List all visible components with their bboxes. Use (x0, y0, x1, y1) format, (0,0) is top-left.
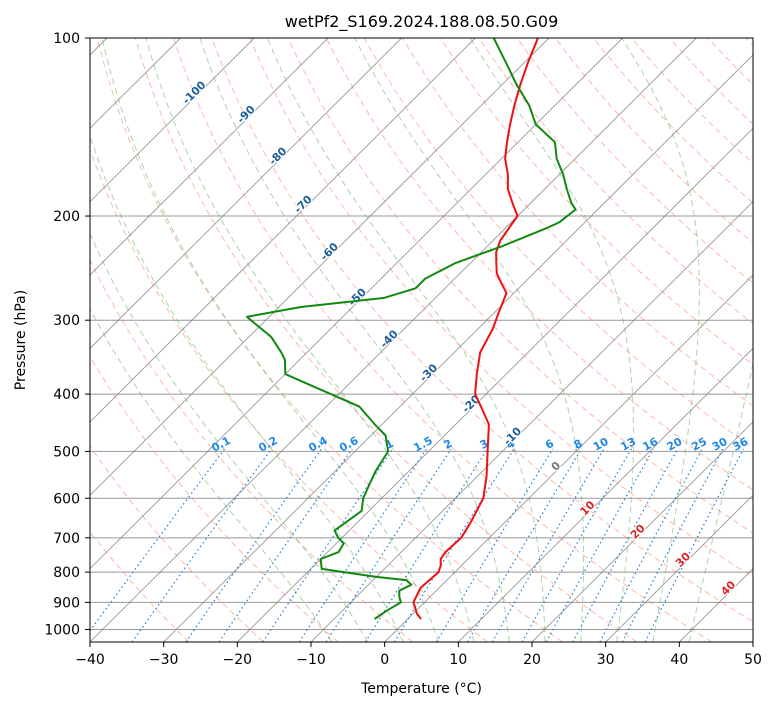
x-axis-title: Temperature (°C) (360, 681, 482, 697)
moist-adiabat-line (90, 307, 333, 642)
mixing-ratio-line (435, 448, 554, 642)
y-tick-label: 500 (53, 444, 80, 460)
mixing-ratio-label: 36 (731, 435, 751, 454)
dry-adiabat-line (516, 38, 753, 284)
dry-adiabat-line (173, 38, 712, 642)
y-tick-label: 300 (53, 313, 80, 329)
x-tick-label: 20 (523, 652, 541, 668)
mixing-ratio-label: 16 (641, 435, 661, 454)
x-tick-label: 50 (744, 652, 762, 668)
moist-adiabat-line (90, 232, 369, 642)
background-grid: 0.1 0.2 0.4 0.6 1 1.5 2 3 4 6 8 10 13 16 20 25 30 36-100-… (90, 38, 753, 642)
mixing-ratio-line (218, 448, 353, 642)
isotherm-line (90, 38, 697, 642)
isotherm-line (531, 421, 753, 642)
moist-adiabat-line (199, 38, 510, 642)
temperature-profile-line (412, 38, 539, 620)
dry-adiabat-line (211, 38, 753, 623)
plot-frame (89, 37, 754, 643)
mixing-ratio-line (521, 448, 632, 642)
mixing-ratio-line (644, 448, 745, 642)
isotherm-line (237, 127, 753, 642)
mixing-ratio-label: 30 (710, 435, 730, 454)
mixing-ratio-label: 20 (665, 435, 685, 454)
dry-adiabat-line (90, 445, 264, 642)
mixing-ratio-line (90, 448, 226, 632)
isotherm-line (90, 38, 476, 423)
mixing-ratio-label: 10 (591, 435, 611, 454)
mixing-ratio-line (262, 448, 394, 642)
mixing-ratio-line (466, 448, 582, 642)
moist-adiabat-line (354, 38, 584, 642)
x-axis: −40 −30 −20 −10 0 10 20 30 40 50 (75, 642, 762, 668)
mixing-ratio-line (491, 448, 605, 642)
y-tick-label: 400 (53, 387, 80, 403)
mixing-ratio-line (621, 448, 724, 642)
moist-adiabat-line (688, 361, 753, 642)
moist-adiabat-line (145, 38, 475, 642)
y-tick-label: 800 (53, 565, 80, 581)
mixing-ratio-line (364, 448, 489, 642)
dry-adiabat-line (249, 38, 753, 578)
mixing-ratio-label: 13 (618, 435, 638, 454)
isotherm-line (163, 54, 753, 642)
x-tick-label: 40 (670, 652, 688, 668)
x-tick-label: −20 (223, 652, 253, 668)
x-tick-label: 30 (597, 652, 615, 668)
moist-adiabat-line (101, 38, 439, 642)
dry-adiabat-line (134, 38, 638, 642)
y-axis: 1000 900 800 700 600 500 400 300 200 100 (44, 31, 90, 638)
mixing-ratio-line (393, 448, 515, 642)
isotherm-line (458, 347, 753, 642)
sounding-layer (246, 38, 577, 620)
isotherm-line (90, 38, 255, 203)
y-tick-label: 1000 (44, 622, 80, 638)
x-tick-label: −10 (296, 652, 326, 668)
moist-adiabat-line (90, 134, 404, 642)
isotherm-line (605, 494, 753, 642)
dry-adiabat-line (325, 38, 753, 491)
y-axis-title: Pressure (hPa) (13, 290, 29, 390)
moist-adiabat-line (267, 38, 546, 642)
x-tick-label: −40 (75, 652, 105, 668)
x-tick-label: 10 (449, 652, 467, 668)
mixing-ratio-line (298, 448, 428, 642)
x-tick-label: 0 (380, 652, 389, 668)
plot-area: 0.1 0.2 0.4 0.6 1 1.5 2 3 4 6 8 10 13 16 20 25 30 36-100-… (90, 38, 753, 642)
x-tick-label: −30 (149, 652, 179, 668)
y-tick-label: 100 (53, 31, 80, 47)
dry-adiabat-line (90, 258, 414, 642)
isotherm-line (90, 38, 623, 570)
y-tick-label: 200 (53, 209, 80, 225)
dry-adiabat-line (96, 38, 563, 642)
isotherm-line (90, 38, 329, 276)
chart-title: wetPf2_S169.2024.188.08.50.G09 (285, 12, 559, 32)
dewpoint-profile-line (246, 38, 577, 620)
y-tick-label: 600 (53, 491, 80, 507)
dry-adiabat-line (287, 38, 753, 534)
y-tick-label: 700 (53, 531, 80, 547)
mixing-ratio-label: 25 (689, 435, 709, 454)
isotherm-line (90, 38, 402, 350)
moist-adiabat-line (621, 38, 700, 642)
mixing-ratio-line (325, 448, 452, 642)
y-tick-label: 900 (53, 595, 80, 611)
isotherm-line (384, 274, 753, 642)
isotherm-line (90, 38, 550, 496)
